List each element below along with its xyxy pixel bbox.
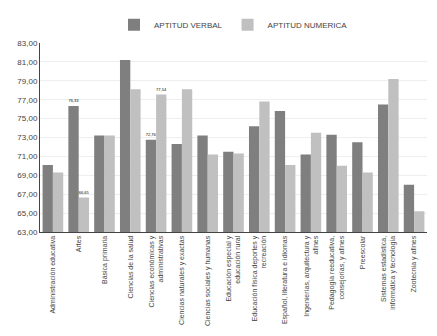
svg-text:Ingenierías, arquitectura yafi: Ingenierías, arquitectura yafines (303, 235, 319, 316)
svg-text:65,00: 65,00 (17, 209, 38, 218)
svg-text:Educación especial yeducación: Educación especial yeducación rural (225, 235, 241, 301)
svg-text:Ciencias naturales y exactas: Ciencias naturales y exactas (178, 235, 186, 325)
svg-text:Zootecnia y afines: Zootecnia y afines (410, 235, 418, 292)
svg-text:72,76: 72,76 (146, 132, 157, 137)
svg-text:73,00: 73,00 (17, 133, 38, 142)
svg-text:75,00: 75,00 (17, 114, 38, 123)
svg-text:69,00: 69,00 (17, 171, 38, 180)
svg-text:76,33: 76,33 (68, 98, 79, 103)
svg-text:Pedagogía reeducativa,consejor: Pedagogía reeducativa,consejorías, y afi… (328, 235, 345, 309)
svg-text:Artes: Artes (75, 235, 82, 252)
svg-text:66,65: 66,65 (79, 190, 90, 195)
svg-text:Ciencias de la salud: Ciencias de la salud (127, 236, 134, 299)
svg-text:71,00: 71,00 (17, 152, 38, 161)
svg-text:Administración educativa: Administración educativa (49, 236, 56, 314)
svg-text:79,00: 79,00 (17, 77, 38, 86)
svg-text:APTITUD VERBAL: APTITUD VERBAL (154, 21, 223, 30)
svg-text:Básica primaria: Básica primaria (101, 236, 109, 284)
svg-text:63,00: 63,00 (17, 228, 38, 237)
svg-text:83,00: 83,00 (17, 39, 38, 48)
svg-text:67,00: 67,00 (17, 190, 38, 199)
svg-text:77,54: 77,54 (156, 87, 167, 92)
svg-text:Preescolar: Preescolar (359, 235, 366, 269)
svg-text:81,00: 81,00 (17, 58, 38, 67)
svg-text:Sistemas estadística,informáti: Sistemas estadística,informática y tecno… (380, 236, 397, 310)
svg-text:Ciencias sociales y humanas: Ciencias sociales y humanas (204, 235, 212, 326)
svg-text:77,00: 77,00 (17, 96, 38, 105)
svg-text:Español, literatura e idiomas: Español, literatura e idiomas (281, 235, 289, 324)
svg-text:Ciencias económicas yadministr: Ciencias económicas yadministrativas (148, 235, 164, 307)
svg-text:APTITUD NUMERICA: APTITUD NUMERICA (268, 21, 348, 30)
svg-text:Educación física deportes yrec: Educación física deportes yrecreación (251, 235, 267, 321)
